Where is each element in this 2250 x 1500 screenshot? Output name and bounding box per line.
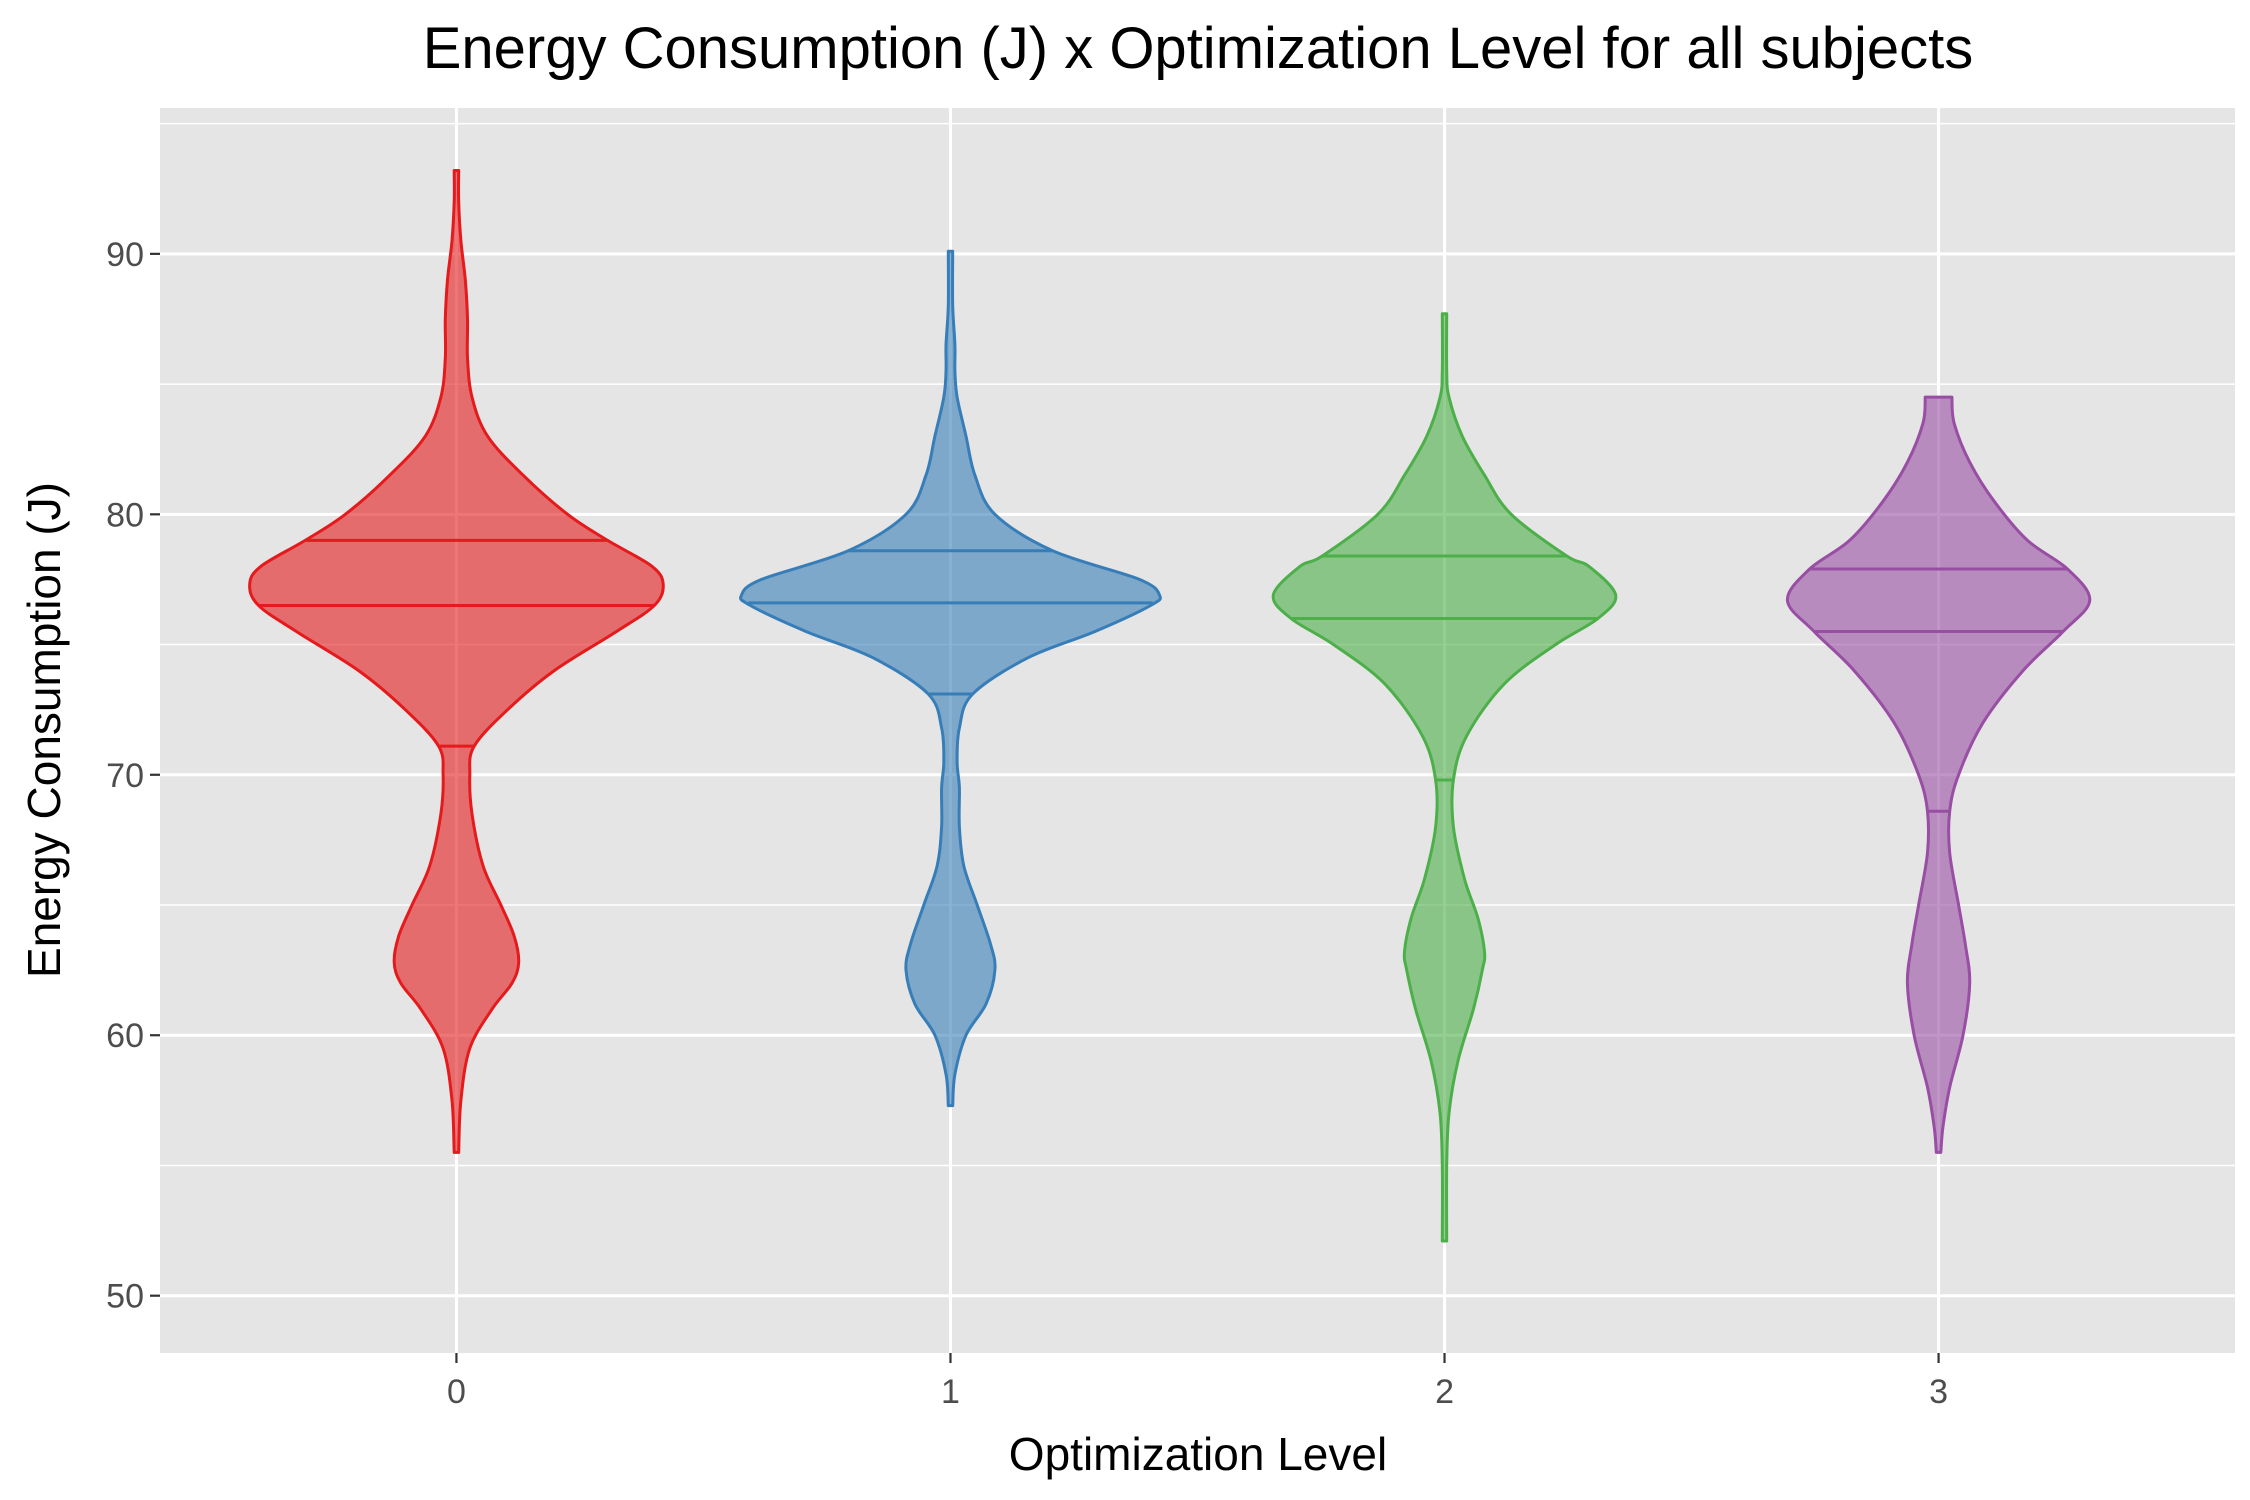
violin-1 (739, 249, 1162, 1108)
x-tick-label-2: 2 (1435, 1373, 1454, 1411)
violin-group-0 (248, 169, 665, 1154)
y-tick-label: 70 (106, 757, 144, 795)
y-tick-label: 90 (106, 236, 144, 274)
x-tick-label-3: 3 (1929, 1373, 1948, 1411)
violin-0 (248, 169, 665, 1154)
violin-group-2 (1271, 312, 1618, 1243)
violin-group-1 (739, 249, 1162, 1108)
x-tick-label-0: 0 (447, 1373, 466, 1411)
violin-group-3 (1785, 395, 2092, 1154)
y-axis: 50 60 70 80 90 (106, 236, 160, 1316)
x-axis: 0 1 2 3 (447, 1353, 1948, 1411)
y-tick-label: 80 (106, 496, 144, 534)
violin-2 (1271, 312, 1618, 1243)
y-axis-title: Energy Consumption (J) (18, 482, 70, 978)
x-axis-title: Optimization Level (1009, 1428, 1387, 1480)
y-tick-label: 60 (106, 1017, 144, 1055)
y-tick-label: 50 (106, 1278, 144, 1316)
chart-title: Energy Consumption (J) x Optimization Le… (423, 16, 1974, 81)
plot-panel (160, 108, 2235, 1353)
violin-3 (1785, 395, 2092, 1154)
violins-layer (248, 169, 2092, 1243)
x-tick-label-1: 1 (941, 1373, 960, 1411)
